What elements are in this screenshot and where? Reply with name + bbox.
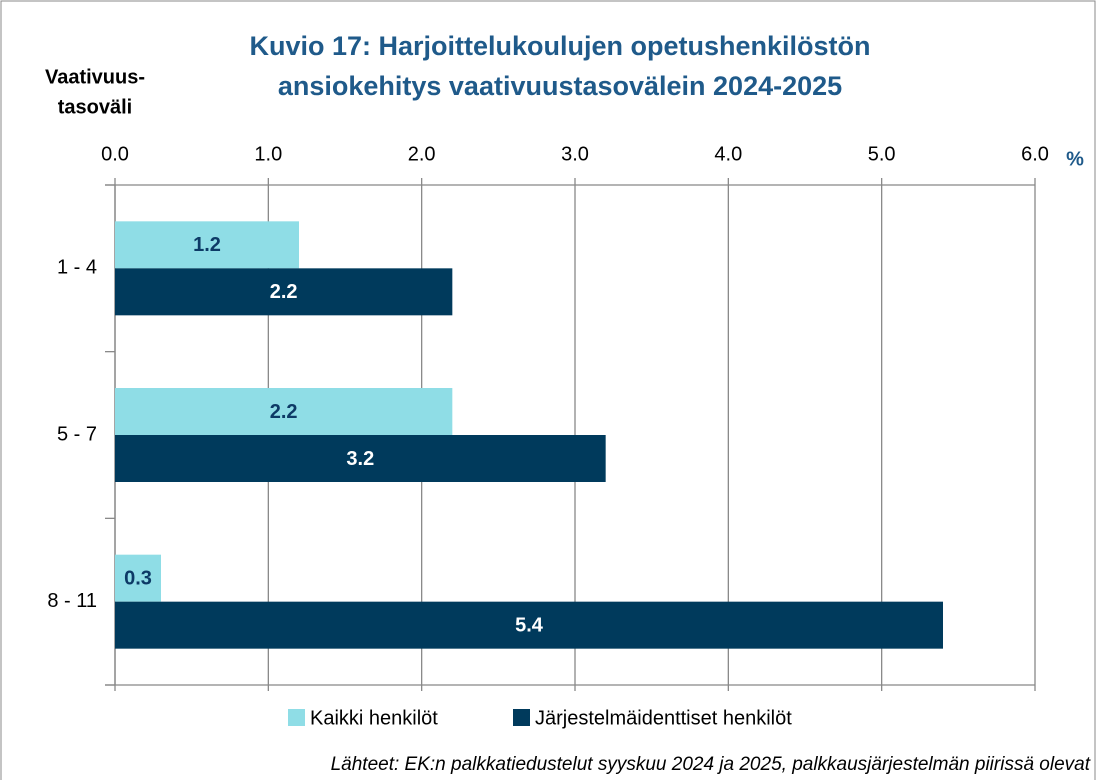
bar	[115, 221, 299, 269]
legend-swatch	[513, 709, 530, 726]
bar	[115, 435, 606, 482]
chart-title: Kuvio 17: Harjoittelukoulujen opetushenk…	[249, 31, 870, 61]
x-tick-label: 6.0	[1021, 143, 1049, 165]
x-unit: %	[1066, 148, 1084, 170]
x-tick-label: 5.0	[868, 143, 896, 165]
data-label: 1.2	[193, 234, 221, 256]
y-tick-label: 8 - 11	[47, 590, 97, 612]
x-tick-label: 2.0	[408, 143, 436, 165]
x-tick-label: 1.0	[254, 143, 282, 165]
y-tick-label: 5 - 7	[57, 423, 97, 445]
chart-title: ansiokehitys vaativuustasovälein 2024-20…	[278, 71, 842, 101]
data-label: 5.4	[515, 614, 544, 636]
legend-label: Järjestelmäidenttiset henkilöt	[535, 707, 792, 729]
bar	[115, 268, 453, 316]
bar	[115, 388, 453, 435]
x-tick-label: 4.0	[714, 143, 742, 165]
y-axis-label: Vaativuus-	[45, 66, 145, 88]
source-note: Lähteet: EK:n palkkatiedustelut syyskuu …	[331, 754, 1091, 775]
data-label: 3.2	[346, 448, 374, 470]
bar	[115, 554, 161, 602]
x-tick-label: 0.0	[101, 143, 129, 165]
y-tick-label: 1 - 4	[57, 257, 97, 279]
legend-label: Kaikki henkilöt	[310, 707, 438, 729]
data-label: 2.2	[270, 281, 298, 303]
data-label: 2.2	[270, 401, 298, 423]
bar	[115, 601, 943, 649]
x-tick-label: 3.0	[561, 143, 589, 165]
y-axis-label: tasoväli	[58, 96, 132, 118]
data-label: 0.3	[124, 567, 152, 589]
legend-swatch	[288, 709, 305, 726]
